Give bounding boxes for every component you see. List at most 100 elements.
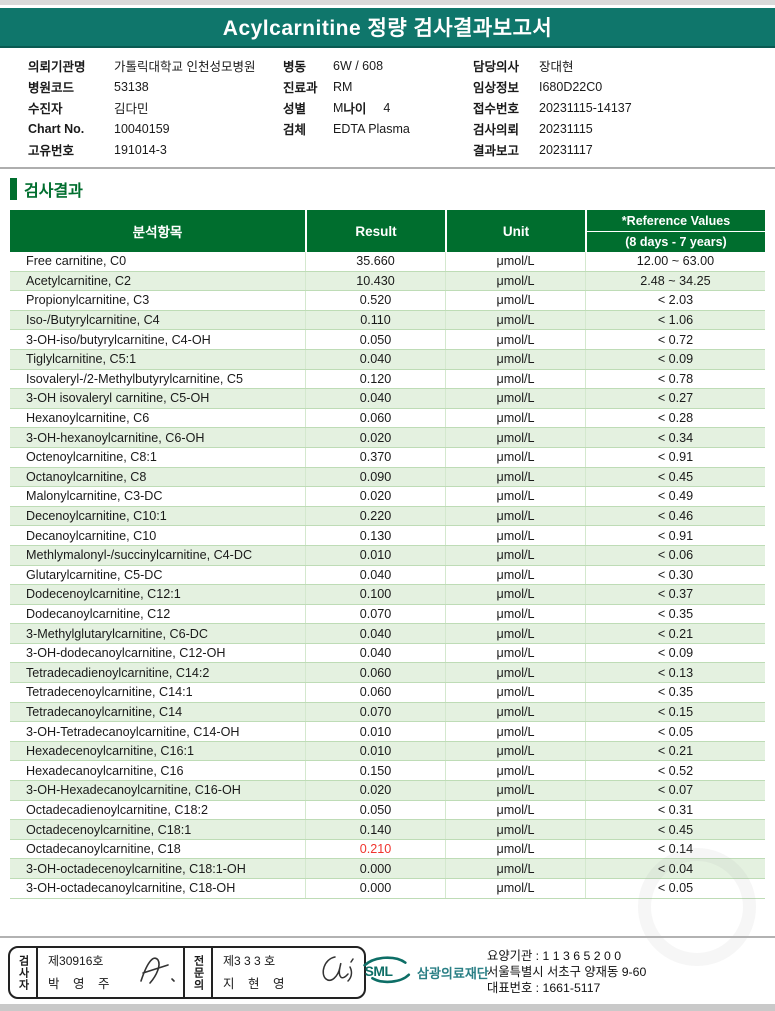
info-value: EDTA Plasma xyxy=(333,121,410,136)
result-value: 0.090 xyxy=(305,467,445,487)
unit-value: μmol/L xyxy=(445,310,585,330)
unit-value: μmol/L xyxy=(445,506,585,526)
info-label: 담당의사 xyxy=(473,60,520,74)
header-analyte: 분석항목 xyxy=(132,225,183,240)
reference-value: < 0.45 xyxy=(585,467,765,487)
analyte-name: Tetradecadienoylcarnitine, C14:2 xyxy=(26,665,210,680)
result-value: 0.010 xyxy=(305,741,445,761)
unit-value: μmol/L xyxy=(445,408,585,428)
unit-value: μmol/L xyxy=(445,643,585,663)
bottom-strip xyxy=(0,1004,775,1011)
info-value: 김다민 xyxy=(114,102,149,116)
result-value: 0.010 xyxy=(305,722,445,741)
result-value: 0.020 xyxy=(305,487,445,506)
table-row: Octadecadienoylcarnitine, C18:2 0.050 μmol… xyxy=(10,800,765,821)
analyte-name: Decenoylcarnitine, C10:1 xyxy=(26,509,167,524)
unit-value: μmol/L xyxy=(445,800,585,820)
reference-value: < 0.28 xyxy=(585,408,765,428)
reference-value: < 0.21 xyxy=(585,624,765,643)
analyte-name: Malonylcarnitine, C3-DC xyxy=(26,489,163,504)
results-table: 분석항목 Result Unit *Reference Values (8 da… xyxy=(10,210,765,899)
table-row: Glutarylcarnitine, C5-DC 0.040 μmol/L < 0.3… xyxy=(10,565,765,586)
sml-logo-text: SML xyxy=(365,963,394,979)
top-strip xyxy=(0,0,775,5)
examiner-signature-icon xyxy=(140,957,175,984)
reference-value: < 0.31 xyxy=(585,800,765,820)
result-value: 0.040 xyxy=(305,565,445,585)
reference-value: < 0.05 xyxy=(585,722,765,741)
table-row: 3-OH-dodecanoylcarnitine, C12-OH 0.040 μmo… xyxy=(10,643,765,664)
analyte-name: Acetylcarnitine, C2 xyxy=(26,273,131,288)
unit-value: μmol/L xyxy=(445,467,585,487)
table-row: 3-Methylglutarylcarnitine, C6-DC 0.040 μmo… xyxy=(10,624,765,644)
result-value: 0.060 xyxy=(305,683,445,702)
reference-value: < 0.09 xyxy=(585,643,765,663)
unit-value: μmol/L xyxy=(445,271,585,291)
result-value: 0.070 xyxy=(305,702,445,722)
info-label: 병원코드 xyxy=(28,81,75,95)
info-label: 검체 xyxy=(283,123,307,137)
table-body: Free carnitine, C0 35.660 μmol/L 12.00 ~ 63… xyxy=(10,252,765,899)
results-section-title: 검사결과 xyxy=(24,183,83,200)
analyte-name: Propionylcarnitine, C3 xyxy=(26,293,150,308)
analyte-name: Octanoylcarnitine, C8 xyxy=(26,469,147,484)
analyte-name: Iso-/Butyrylcarnitine, C4 xyxy=(26,313,160,328)
examiner-cell: 제30916호 박 영 주 xyxy=(38,948,185,997)
analyte-name: Tiglylcarnitine, C5:1 xyxy=(26,352,137,367)
info-value: M xyxy=(333,100,344,115)
info-label: 진료과 xyxy=(283,81,318,95)
info-label: 나이 xyxy=(343,102,367,116)
result-value: 0.050 xyxy=(305,330,445,349)
info-row: 진료과 RM xyxy=(283,76,410,97)
table-row: Hexadecanoylcarnitine, C16 0.150 μmol/L < 0… xyxy=(10,761,765,782)
unit-value: μmol/L xyxy=(445,428,585,447)
reference-value: 12.00 ~ 63.00 xyxy=(585,252,765,271)
table-row: 3-OH isovaleryl carnitine, C5-OH 0.040 μmo… xyxy=(10,389,765,409)
unit-value: μmol/L xyxy=(445,683,585,702)
unit-value: μmol/L xyxy=(445,585,585,604)
sml-logo: SML xyxy=(362,945,414,1000)
footer-address: 서울특별시 서초구 양재동 9-60 xyxy=(487,964,647,979)
info-value: 장대현 xyxy=(539,60,574,74)
info-label: 결과보고 xyxy=(473,144,520,158)
analyte-name: Tetradecenoylcarnitine, C14:1 xyxy=(26,685,193,700)
table-row: 3-OH-iso/butyrylcarnitine, C4-OH 0.050 μmo… xyxy=(10,330,765,350)
info-value: 6W / 608 xyxy=(333,58,384,73)
report-title-bar: Acylcarnitine 정량 검사결과보고서 xyxy=(0,8,775,48)
info-label: Chart No. xyxy=(28,121,85,136)
info-value: RM xyxy=(333,79,353,94)
result-value: 0.040 xyxy=(305,389,445,408)
unit-value: μmol/L xyxy=(445,820,585,839)
info-label: 수진자 xyxy=(28,102,63,116)
unit-value: μmol/L xyxy=(445,781,585,800)
reference-value: < 0.34 xyxy=(585,428,765,447)
reference-value: < 0.78 xyxy=(585,369,765,389)
reference-value: < 0.35 xyxy=(585,683,765,702)
unit-value: μmol/L xyxy=(445,545,585,565)
result-value: 0.520 xyxy=(305,291,445,310)
table-row: Decenoylcarnitine, C10:1 0.220 μmol/L < 0.4… xyxy=(10,506,765,527)
info-label: 임상정보 xyxy=(473,81,520,95)
info-label: 병동 xyxy=(283,60,307,74)
unit-value: μmol/L xyxy=(445,487,585,506)
footer-contact-info: 요양기관 : 1 1 3 6 5 2 0 0 서울특별시 서초구 양재동 9-6… xyxy=(487,949,646,996)
table-row: 3-OH-octadecanoylcarnitine, C18-OH 0.000 μ… xyxy=(10,879,765,899)
info-value: I680D22C0 xyxy=(539,79,603,94)
info-row: 성별 M 나이 4 xyxy=(283,97,410,118)
examiner-stamp-box: 검사자 제30916호 박 영 주 전문의 제3 3 3 호 지 현 영 xyxy=(8,946,366,999)
info-value: 20231117 xyxy=(539,142,593,157)
reference-value: < 1.06 xyxy=(585,310,765,330)
info-row: 고유번호 191014-3 xyxy=(28,139,255,160)
info-row: 담당의사 장대현 xyxy=(473,55,632,76)
info-value: 가톨릭대학교 인천성모병원 xyxy=(114,60,256,74)
table-row: Hexanoylcarnitine, C6 0.060 μmol/L < 0.28 xyxy=(10,408,765,429)
result-value: 35.660 xyxy=(305,252,445,271)
info-label: 의뢰기관명 xyxy=(28,60,86,74)
patient-info-left-column: 의뢰기관명 가톨릭대학교 인천성모병원 병원코드 53138 수진자 김다민 Chart N… xyxy=(28,55,255,160)
result-value: 0.050 xyxy=(305,800,445,820)
section-accent-bar xyxy=(10,178,17,200)
table-row: Tetradecenoylcarnitine, C14:1 0.060 μmol/L… xyxy=(10,683,765,703)
info-value: 191014-3 xyxy=(114,142,167,157)
table-row: Dodecenoylcarnitine, C12:1 0.100 μmol/L < 0… xyxy=(10,585,765,605)
analyte-name: 3-OH-Tetradecanoylcarnitine, C14-OH xyxy=(26,724,240,739)
